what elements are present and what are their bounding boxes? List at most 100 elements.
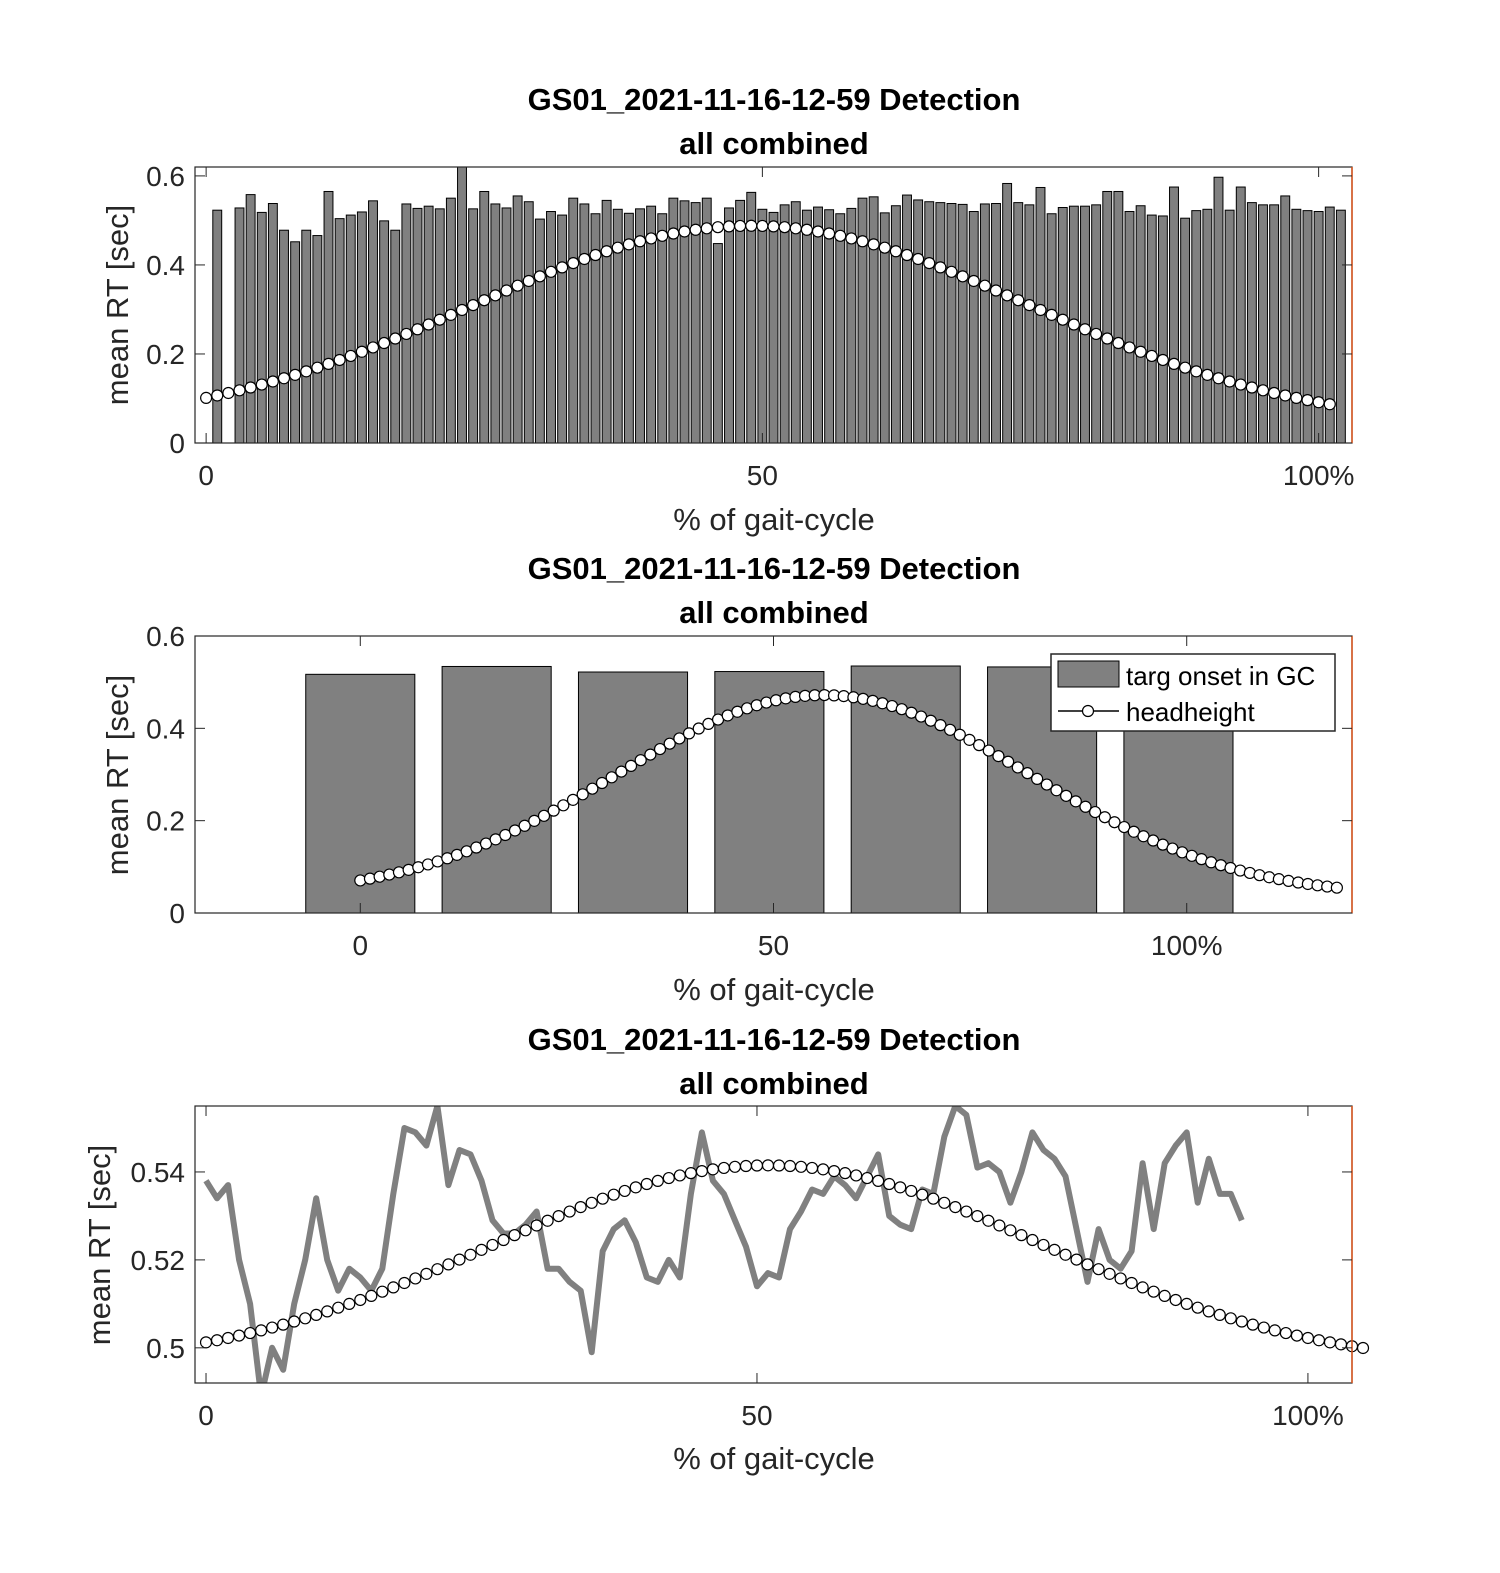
bar [946,203,957,443]
headheight-point [311,361,324,374]
y-tick-label: 0.2 [146,806,185,837]
headheight-point [518,819,531,832]
headheight-point [1201,368,1214,381]
headheight-point [944,723,957,736]
headheight-point [956,270,969,283]
headheight-point [541,1214,554,1227]
chart-3-ylabel: mean RT [sec] [82,1145,117,1345]
bar [835,213,846,443]
headheight-point [945,265,958,278]
headheight-point [387,1281,400,1294]
headheight-point [883,1177,896,1191]
bar [334,218,345,443]
headheight-point [1092,1263,1105,1276]
bar [1213,176,1224,443]
legend-entry-bars: targ onset in GC [1126,661,1315,691]
bar [1124,211,1135,443]
headheight-point [622,238,635,251]
headheight-point [1026,1233,1039,1247]
bar [813,206,823,443]
headheight-point [1050,784,1063,797]
headheight-point [722,220,736,233]
chart-1-title: GS01_2021-11-16-12-59 Detection [528,82,1021,117]
headheight-point [949,1201,962,1214]
headheight-point [310,1308,323,1322]
chart-2-subtitle: all combined [679,595,868,630]
headheight-point [1179,361,1192,374]
headheight-point [1125,1276,1138,1290]
headheight-point [905,1184,918,1198]
headheight-point [1081,1258,1094,1271]
headheight-point [1268,386,1281,400]
headheight-point [711,221,724,234]
headheight-point [277,372,291,385]
headheight-point [845,232,858,245]
bar [757,208,768,443]
headheight-point [640,1177,653,1191]
bar [746,191,757,443]
bar [212,209,223,443]
bar [968,211,979,443]
headheight-point [618,1184,631,1198]
headheight-point [1246,1318,1259,1331]
headheight-point [533,270,546,283]
bar [646,205,657,443]
legend-entry-line: headheight [1126,697,1255,727]
bar [356,211,367,443]
headheight-point [861,1171,874,1185]
y-tick-label: 0.6 [146,161,185,192]
bar [568,197,579,443]
bar [1013,202,1024,443]
bar [1313,211,1324,443]
bar [846,207,857,443]
headheight-point [1136,1281,1149,1294]
bar [1302,210,1313,443]
headheight-point [767,220,780,233]
headheight-point [673,1169,686,1182]
headheight-point [1002,755,1015,768]
bar [668,197,679,443]
headheight-point [589,248,602,262]
series-line [203,1106,1245,1383]
headheight-point [322,357,335,370]
y-tick-label: 0.6 [146,621,185,652]
chart-3-title: GS01_2021-11-16-12-59 Detection [528,1022,1021,1057]
headheight-point [508,1229,521,1242]
headheight-point [354,1293,367,1307]
headheight-point [411,323,424,336]
headheight-point [889,245,902,258]
bar [401,203,412,443]
bar [312,235,323,443]
bar [1180,217,1191,443]
headheight-point [289,368,302,381]
bar [679,200,690,443]
headheight-point [1001,289,1014,302]
bar [879,212,890,443]
headheight-point [522,274,535,288]
headheight-point [1167,357,1181,370]
headheight-point [923,257,936,270]
headheight-point [409,1272,422,1285]
headheight-point [530,1219,543,1232]
headheight-point [816,1163,830,1176]
headheight-point [366,341,380,354]
bar [1291,208,1302,443]
headheight-point [800,223,813,236]
bar [790,201,801,443]
headheight-point [982,744,995,757]
bar [490,203,501,443]
headheight-point [1108,816,1121,829]
headheight-point [900,248,914,262]
headheight-point [634,754,647,767]
headheight-point [662,1171,675,1185]
bar [256,211,267,443]
headheight-point [243,1326,257,1340]
bar [1135,205,1146,443]
headheight-point [1301,1331,1315,1345]
headheight-point [624,759,638,772]
bar [601,199,612,443]
headheight-point [611,241,624,254]
chart-2-plot-area: 0 50 100% 0 0.2 0.4 0.6 [146,621,1353,961]
y-tick-label: 0.5 [146,1333,185,1364]
